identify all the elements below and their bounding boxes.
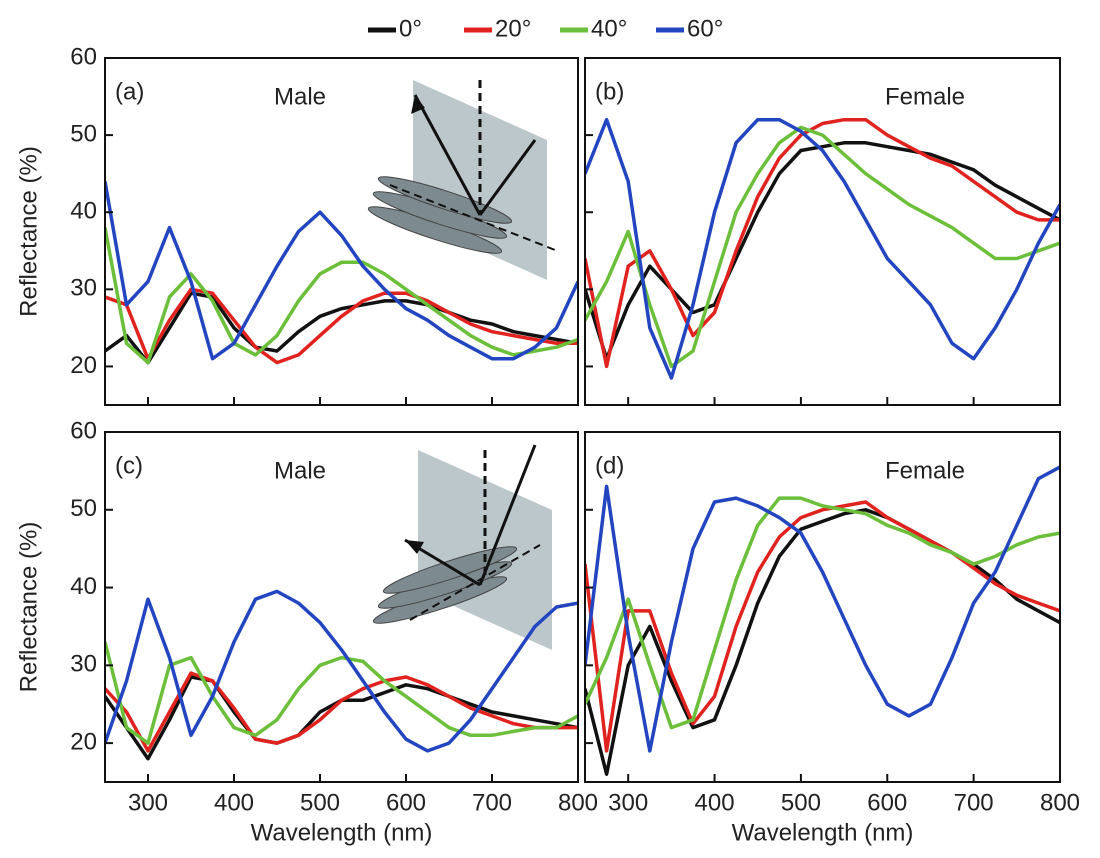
data-line: [585, 508, 1060, 776]
y-axis-label: Reflectance (%): [15, 522, 42, 693]
y-tick-label: 50: [70, 120, 97, 147]
x-tick-label: 400: [214, 789, 254, 816]
data-line: [585, 117, 1060, 380]
y-tick-label: 20: [70, 728, 97, 755]
x-tick-label: 600: [386, 789, 426, 816]
panel-title: Male: [274, 83, 326, 110]
legend-label: 20°: [495, 15, 531, 42]
data-line: [585, 496, 1060, 730]
inset-diagram: [372, 444, 552, 650]
x-axis-label: Wavelength (nm): [732, 819, 914, 846]
plot-area: [105, 589, 578, 761]
inset-diagram: [367, 80, 556, 280]
x-tick-label: 800: [558, 789, 598, 816]
data-line: [105, 671, 578, 753]
x-tick-label: 400: [695, 789, 735, 816]
panel-label: (b): [595, 78, 624, 105]
y-tick-label: 20: [70, 352, 97, 379]
x-tick-label: 600: [867, 789, 907, 816]
x-tick-label: 700: [954, 789, 994, 816]
legend-label: 40°: [591, 15, 627, 42]
legend-label: 0°: [399, 15, 422, 42]
data-line: [105, 181, 578, 361]
y-tick-label: 30: [70, 275, 97, 302]
panel-title: Female: [885, 457, 965, 484]
y-tick-label: 60: [70, 43, 97, 70]
data-line: [105, 287, 578, 365]
panel-label: (c): [115, 452, 143, 479]
frame: [104, 431, 579, 783]
data-line: [105, 641, 578, 745]
legend-label: 60°: [687, 15, 723, 42]
panel-label: (a): [115, 78, 144, 105]
data-line: [585, 117, 1060, 369]
x-tick-label: 300: [608, 789, 648, 816]
y-tick-label: 30: [70, 651, 97, 678]
data-line: [585, 500, 1060, 753]
frame: [584, 431, 1061, 783]
x-tick-label: 800: [1040, 789, 1080, 816]
x-tick-label: 500: [781, 789, 821, 816]
panel-title: Male: [274, 457, 326, 484]
data-line: [585, 465, 1060, 753]
panel-label: (d): [595, 452, 624, 479]
x-axis-label: Wavelength (nm): [251, 819, 433, 846]
plot-area: [585, 465, 1060, 776]
y-tick-label: 60: [70, 417, 97, 444]
data-line: [105, 675, 578, 761]
data-line: [585, 125, 1060, 369]
frame: [584, 57, 1061, 406]
data-line: [105, 589, 578, 753]
y-tick-label: 40: [70, 198, 97, 225]
x-tick-label: 500: [300, 789, 340, 816]
plot-area: [585, 117, 1060, 380]
y-axis-label: Reflectance (%): [15, 146, 42, 317]
x-tick-label: 300: [128, 789, 168, 816]
frame: [104, 57, 579, 406]
data-line: [585, 141, 1060, 361]
data-line: [105, 291, 578, 365]
y-tick-label: 40: [70, 573, 97, 600]
y-tick-label: 50: [70, 495, 97, 522]
plot-area: [105, 181, 578, 365]
x-tick-label: 700: [472, 789, 512, 816]
data-line: [105, 227, 578, 365]
panel-title: Female: [885, 83, 965, 110]
